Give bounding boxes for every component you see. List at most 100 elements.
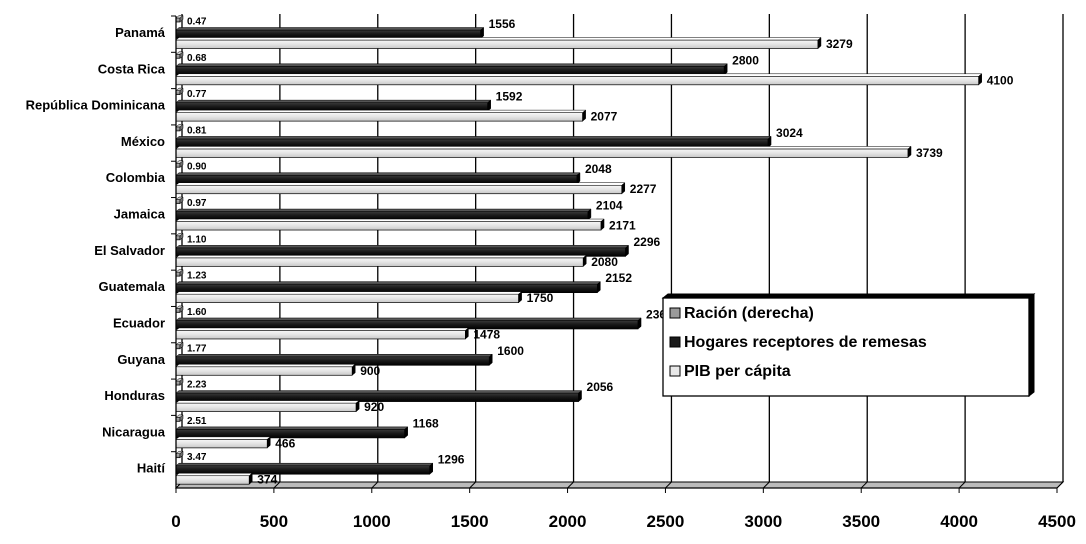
bar-pib-nicaragua-front: [175, 439, 268, 449]
category-label-guyana: Guyana: [117, 352, 165, 367]
value-label-ratio-panama: 0.47: [187, 17, 207, 28]
x-tick-label: 4500: [1038, 512, 1076, 531]
bar-hogares-ecuador-side: [637, 317, 642, 330]
bar-hogares-colombia: [175, 172, 581, 185]
bar-pib-ecuador-front: [175, 330, 466, 340]
value-label-pib-mexico: 3739: [916, 146, 943, 160]
bar-hogares-haiti: [175, 462, 434, 475]
value-label-pib-nicaragua: 466: [275, 436, 295, 450]
bar-hogares-ecuador-top: [175, 317, 642, 321]
value-label-ratio-republica-dominicana: 0.77: [187, 89, 207, 100]
bar-pib-costa-rica-front: [175, 75, 980, 86]
bar-ratio-guatemala: [175, 269, 184, 277]
legend-swatch-racion-derecha: [669, 307, 681, 319]
bar-ratio-haiti-side: [179, 450, 184, 459]
category-label-republica-dominicana: República Dominicana: [26, 98, 166, 113]
bar-pib-guyana: [175, 363, 356, 376]
legend-swatch-pib-per-capita: [669, 365, 681, 377]
value-label-pib-costa-rica: 4100: [987, 73, 1014, 87]
value-label-hogares-guyana: 1600: [497, 344, 524, 358]
bar-pib-honduras: [175, 400, 360, 413]
bar-pib-mexico: [175, 145, 912, 158]
bar-ratio-panama: [175, 14, 184, 23]
value-label-hogares-panama: 1556: [489, 17, 516, 31]
bar-hogares-el-salvador: [175, 244, 630, 257]
bar-ratio-el-salvador-side: [179, 232, 184, 241]
value-label-ratio-costa-rica: 0.68: [187, 53, 207, 64]
value-label-pib-honduras: 920: [364, 400, 384, 414]
value-label-hogares-colombia: 2048: [585, 162, 612, 176]
bar-pib-jamaica-top: [175, 218, 605, 222]
bar-hogares-honduras-top: [175, 390, 583, 394]
bar-hogares-guyana: [175, 353, 493, 366]
axes: 0 500 1000 1500 2000 2500 3000 3500 4000 4500 Pana…: [26, 15, 1076, 531]
bar-ratio-ecuador-side: [179, 305, 184, 313]
value-label-ratio-ecuador: 1.60: [187, 307, 207, 318]
bar-pib-haiti: [175, 472, 253, 485]
bar-pib-guyana-top: [175, 364, 356, 368]
bar-hogares-haiti-front: [175, 465, 431, 475]
category-label-jamaica: Jamaica: [114, 207, 166, 222]
bar-ratio-nicaragua-side: [179, 414, 184, 422]
bar-hogares-jamaica: [175, 208, 592, 221]
legend-label-racion-derecha: Ración (derecha): [684, 305, 814, 322]
value-label-hogares-nicaragua: 1168: [413, 416, 439, 430]
bar-ratio-mexico: [175, 123, 184, 132]
bar-hogares-jamaica-side: [587, 208, 592, 221]
gridline-floor-edge: [1056, 481, 1064, 489]
bar-hogares-panama-side: [480, 26, 484, 40]
x-tick-label: 1000: [353, 512, 391, 531]
bar-ratio-honduras-side: [179, 378, 184, 386]
value-label-pib-jamaica: 2171: [609, 219, 636, 233]
legend: Ración (derecha) Hogares receptores de re…: [661, 292, 1036, 398]
x-tick-label: 2000: [549, 512, 587, 531]
value-label-ratio-nicaragua: 2.51: [187, 416, 207, 427]
bar-pib-panama-top: [175, 37, 822, 41]
bar-hogares-panama: [175, 26, 485, 40]
bar-pib-el-salvador-front: [175, 257, 584, 267]
x-tick-label: 2500: [647, 512, 685, 531]
bar-pib-panama: [175, 36, 822, 50]
bar-ratio-mexico-side: [179, 123, 184, 132]
bar-pib-haiti-side: [248, 472, 253, 485]
bar-pib-guyana-front: [175, 366, 353, 376]
bar-hogares-haiti-side: [429, 462, 433, 475]
x-tick-label: 4000: [940, 512, 978, 531]
category-label-costa-rica: Costa Rica: [98, 61, 166, 76]
gridline-floor-edge: [762, 481, 770, 489]
bar-pib-costa-rica-top: [175, 73, 983, 77]
bar-hogares-mexico-front: [175, 138, 769, 148]
value-label-pib-panama: 3279: [826, 37, 853, 51]
bar-pib-nicaragua-top: [175, 436, 271, 440]
bar-pib-guatemala-side: [518, 291, 522, 304]
bar-hogares-republica-dominicana: [175, 99, 492, 112]
value-label-ratio-el-salvador: 1.10: [187, 234, 207, 245]
value-label-pib-haiti: 374: [257, 473, 277, 487]
bar-pib-republica-dominicana-front: [175, 112, 583, 122]
gridline-floor-edge: [469, 481, 477, 489]
gridline-floor-edge: [371, 481, 379, 489]
category-label-haiti: Haití: [137, 461, 166, 476]
legend-label-hogares-receptores-de-remesas: Hogares receptores de remesas: [684, 334, 927, 351]
bar-hogares-nicaragua: [175, 426, 409, 439]
bar-pib-ecuador-top: [175, 327, 470, 331]
bar-pib-jamaica-front: [175, 221, 602, 231]
bar-pib-colombia-side: [621, 182, 626, 195]
category-label-mexico: México: [121, 134, 165, 149]
bar-pib-panama-side: [817, 36, 822, 50]
value-label-ratio-haiti: 3.47: [187, 452, 207, 463]
bar-hogares-honduras: [175, 390, 583, 403]
bar-pib-colombia: [175, 182, 626, 195]
category-label-el-salvador: El Salvador: [94, 243, 165, 258]
bar-pib-republica-dominicana: [175, 109, 587, 122]
bar-pib-guyana-side: [351, 363, 356, 376]
bar-pib-nicaragua: [175, 436, 271, 449]
category-label-nicaragua: Nicaragua: [102, 424, 166, 439]
bar-hogares-republica-dominicana-top: [175, 99, 492, 103]
bar-pib-republica-dominicana-side: [582, 109, 586, 122]
bar-pib-nicaragua-side: [266, 436, 271, 449]
bar-hogares-guatemala-top: [175, 281, 602, 285]
bar-hogares-haiti-top: [175, 462, 434, 466]
bar-hogares-jamaica-front: [175, 211, 589, 221]
bar-pib-honduras-top: [175, 400, 360, 404]
